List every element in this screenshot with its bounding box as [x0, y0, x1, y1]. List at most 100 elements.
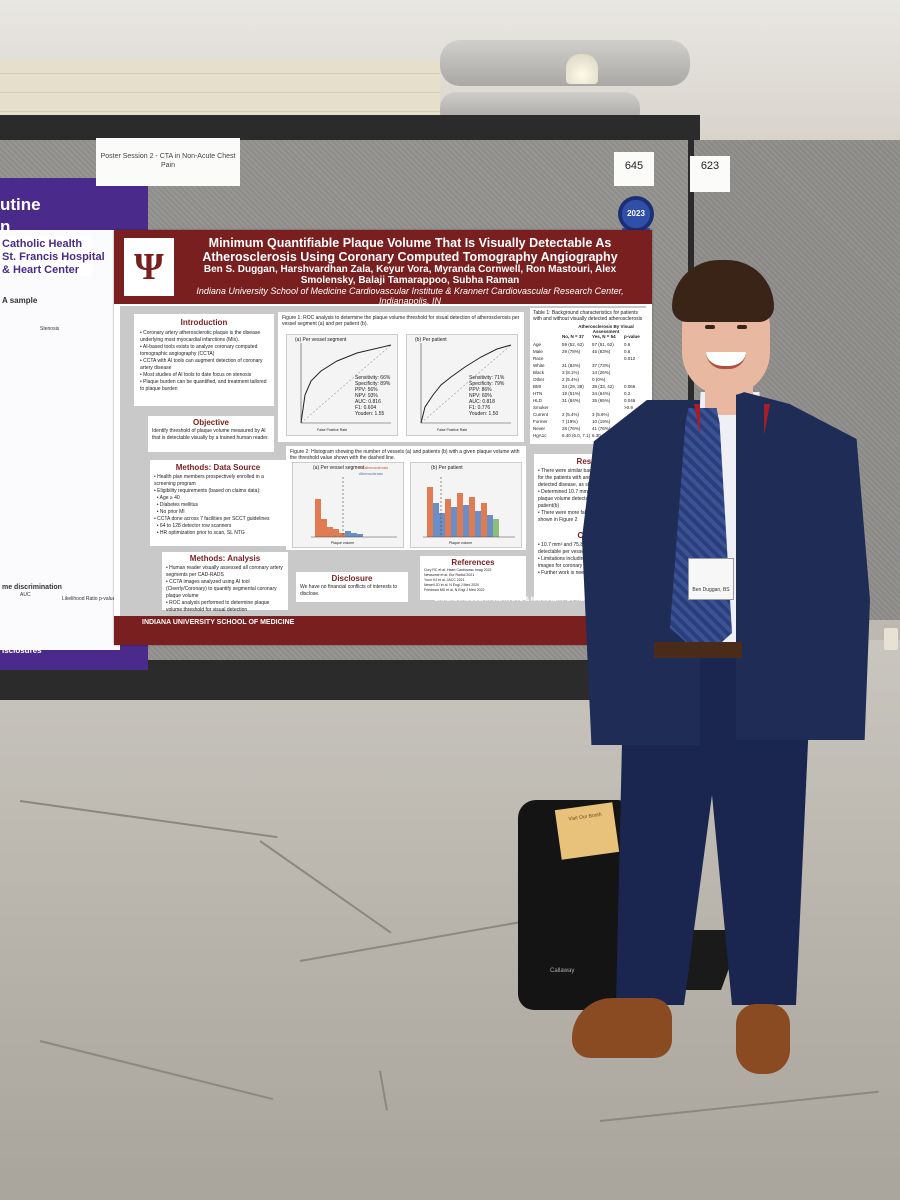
table-cell: 45 (83%)	[592, 349, 611, 354]
histogram-bars-vessel	[311, 477, 397, 538]
table-cell: 6.40 (6.0, 7.1)	[562, 433, 591, 438]
table-cell: 0.046	[624, 398, 636, 403]
left-eye	[705, 325, 715, 329]
figure-2: Figure 2: Histogram showing the number o…	[286, 446, 526, 550]
section-text: Identify threshold of plaque volume meas…	[152, 428, 269, 441]
table-cell: Former	[533, 419, 548, 424]
session-sign: Poster Session 2 - CTA in Non-Acute Ches…	[96, 138, 240, 186]
table-group-header: Atherosclerosis By Visual Assessment	[578, 324, 634, 334]
table-col-header: No, N = 37	[562, 334, 584, 339]
hair	[672, 260, 774, 322]
table-cell: Race	[533, 356, 544, 361]
award-ribbon-icon: 2023	[618, 196, 654, 232]
coffee-cup	[884, 628, 898, 650]
roc-plot-vessel: (a) Per vessel segment Sensitivity: 66% …	[286, 334, 398, 436]
table-cell: Current	[533, 412, 549, 417]
table-cell: Age	[533, 342, 542, 347]
panel-label: (a) Per vessel segment	[295, 337, 347, 343]
section-text: We have no financial conflicts of intere…	[300, 584, 398, 597]
axis-label: False Positive Rate	[437, 428, 468, 432]
table-cell: 3 (8.1%)	[562, 370, 580, 375]
roc-stats: Sensitivity: 66% Specificity: 89% PPV: 5…	[355, 375, 391, 417]
table-cell: HgA1c	[533, 433, 547, 438]
table-cell: Never	[533, 426, 546, 431]
figure-caption: Figure 1: ROC analysis to determine the …	[282, 315, 520, 327]
section-heading: Results	[576, 457, 606, 466]
board-number-sign: 645	[614, 152, 654, 186]
table-cell: 0.2	[624, 391, 631, 396]
table-cell: 41 (76%)	[592, 426, 611, 431]
table-cell: BMI	[533, 384, 542, 389]
table-cell: 10 (19%)	[592, 419, 611, 424]
table-cell: Male	[533, 349, 543, 354]
floor-crack	[259, 840, 392, 934]
table-cell: 3 (5.6%)	[592, 412, 610, 417]
section-heading: Methods: Data Source	[175, 463, 261, 472]
table-cell: 37 (73%)	[592, 363, 611, 368]
table-cell: 0.6	[624, 349, 631, 354]
smile	[706, 352, 746, 369]
neighbor-line: Stenosis	[40, 326, 60, 332]
poster-authors: Ben S. Duggan, Harshvardhan Zala, Keyur …	[203, 264, 617, 286]
table-cell: 35 (65%)	[592, 398, 611, 403]
table-cell: 34 (29, 39)	[562, 384, 584, 389]
roc-curve-vessel	[300, 343, 392, 424]
table-cell: 0.6	[624, 342, 631, 347]
histogram-patient: (b) Per patient Plaque volume	[410, 462, 522, 548]
table-cell: 14 (26%)	[592, 370, 611, 375]
section-text: • Human reader visually assessed all cor…	[166, 565, 283, 613]
table-cell: HTN	[533, 391, 543, 396]
roc-curve-patient	[420, 343, 512, 424]
table-cell: 29 (78%)	[562, 349, 581, 354]
table-col-header: Yes, N = 54	[592, 334, 616, 339]
bag-logo: Callaway	[550, 968, 575, 974]
histogram-vessel: (a) Per vessel segment No atherosclerosi…	[292, 462, 404, 548]
references-section: References Cury RC et al. Heart Cardiova…	[420, 556, 526, 600]
objective-section: Objective Identify threshold of plaque v…	[148, 416, 274, 452]
axis-label: False Positive Rate	[317, 428, 348, 432]
table-cell: White	[533, 363, 545, 368]
table-cell: 59 (52, 62)	[562, 342, 584, 347]
neighbor-poster-panel	[0, 230, 120, 650]
table-cell: 38 (33, 42)	[592, 384, 614, 389]
section-heading: Disclosure	[331, 574, 373, 583]
floor-crack	[379, 1070, 388, 1111]
right-eye	[737, 325, 747, 329]
footer-text: INDIANA UNIVERSITY SCHOOL OF MEDICINE	[142, 619, 295, 626]
legend-entry: Atherosclerosis	[359, 472, 383, 476]
suit-jacket-right	[736, 390, 870, 740]
section-text: Cury RC et al. Heart Cardiovasc Imag 202…	[424, 568, 492, 592]
roc-plot-patient: (b) Per patient Sensitivity: 71% Specifi…	[406, 334, 518, 436]
table-cell: HLD	[533, 398, 543, 403]
table-cell: 2 (5.4%)	[562, 377, 580, 382]
section-heading: References	[451, 558, 495, 567]
section-text: • Health plan members prospectively enro…	[154, 474, 270, 536]
neighbor-poster-org: Catholic Health St. Francis Hospital & H…	[0, 236, 105, 276]
poster-footer	[114, 616, 652, 645]
board-number-sign: 623	[690, 156, 730, 192]
floor-crack	[599, 1090, 879, 1122]
table-cell: 28 (76%)	[562, 426, 581, 431]
table-cell: 31 (84%)	[562, 398, 581, 403]
histogram-bars-patient	[423, 477, 515, 538]
ceiling-duct	[440, 40, 690, 86]
table-cell: Other	[533, 377, 545, 382]
neighbor-poster-title: utine n	[0, 195, 41, 236]
disclosure-section: Disclosure We have no financial conflict…	[296, 572, 408, 602]
footer-text: CARDIOVASCULAR INSTITUTE & KRANNERT CV R…	[434, 597, 585, 603]
ceiling-lamp	[566, 54, 598, 84]
legend-entry: No atherosclerosis	[359, 466, 388, 470]
table-cell: 7 (19%)	[562, 419, 578, 424]
table-cell: 57 (51, 62)	[592, 342, 614, 347]
section-text: • Coronary artery atherosclerotic plaque…	[140, 330, 267, 392]
belt	[654, 642, 742, 658]
section-heading: Methods: Analysis	[189, 554, 261, 563]
table-caption: Table 1: Background characteristics for …	[533, 310, 643, 322]
axis-label: Plaque volume	[449, 541, 473, 545]
poster-title: Minimum Quantifiable Plaque Volume That …	[202, 236, 618, 264]
iu-trident-logo: Ψ	[124, 238, 174, 296]
figure-caption: Figure 2: Histogram showing the number o…	[290, 449, 520, 461]
table-cell: 0.066	[624, 384, 636, 389]
figure-1: Figure 1: ROC analysis to determine the …	[278, 312, 524, 442]
analysis-section: Methods: Analysis • Human reader visuall…	[162, 552, 288, 613]
